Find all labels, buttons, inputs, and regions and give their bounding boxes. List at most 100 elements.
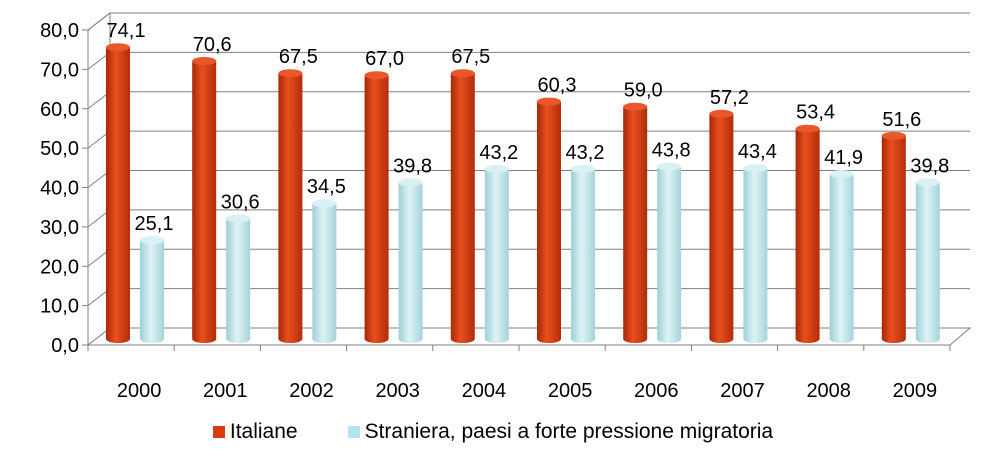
data-label: 60,3 [538, 75, 577, 97]
bar-body [192, 61, 217, 343]
bar-top [364, 71, 389, 80]
x-tick-label: 2000 [117, 380, 162, 402]
bar-top [192, 57, 217, 66]
bar-italiane [364, 71, 389, 343]
bar-top [709, 109, 734, 118]
bar-body [450, 73, 475, 343]
bar-body [795, 128, 820, 343]
bar-straniera [657, 162, 682, 343]
legend-label-straniera: Straniera, paesi a forte pressione migra… [364, 420, 774, 443]
data-label: 67,5 [451, 46, 490, 68]
y-tick-label: 30,0 [40, 217, 79, 239]
data-label: 30,6 [221, 192, 260, 214]
bar-top [571, 164, 595, 173]
bar-body [915, 182, 940, 343]
bar-italiane [795, 124, 820, 343]
x-tick-label: 2008 [806, 380, 851, 402]
bar-top [657, 162, 682, 171]
bar-top [106, 43, 130, 52]
bar-top [915, 178, 940, 187]
bar-straniera [484, 164, 509, 343]
gridline [87, 12, 970, 31]
x-tick-label: 2006 [634, 380, 679, 402]
legend-swatch-italiane [212, 426, 225, 438]
bar-top [881, 131, 906, 140]
bar-italiane [450, 69, 475, 343]
data-label: 74,1 [107, 20, 146, 42]
gridline [87, 91, 970, 110]
bar-body [881, 135, 906, 343]
bar-straniera [829, 170, 854, 343]
x-tick-label: 2007 [720, 380, 765, 402]
x-tick-label: 2005 [548, 380, 593, 402]
bar-straniera [743, 164, 768, 343]
y-tick-label: 60,0 [40, 99, 79, 121]
bar-italiane [278, 69, 303, 343]
bar-body [278, 73, 303, 343]
bar-top [829, 170, 854, 179]
legend-item-straniera: Straniera, paesi a forte pressione migra… [347, 420, 774, 444]
data-label: 25,1 [135, 213, 174, 235]
bar-italiane [192, 57, 217, 343]
legend-swatch-straniera [347, 426, 360, 438]
data-label: 67,0 [365, 48, 404, 70]
bar-body [484, 168, 509, 343]
bar-body [657, 166, 682, 343]
data-label: 41,9 [824, 147, 863, 169]
y-tick-label: 0,0 [51, 335, 79, 357]
data-label: 59,0 [624, 80, 663, 102]
bar-body [743, 168, 768, 343]
data-label: 43,2 [566, 142, 605, 164]
bar-top [795, 124, 820, 133]
bar-italiane [881, 131, 906, 343]
bar-body [829, 174, 854, 343]
data-label: 39,8 [910, 155, 949, 177]
y-tick-label: 50,0 [40, 138, 79, 160]
bar-italiane [106, 43, 130, 343]
y-tick-label: 20,0 [40, 256, 79, 278]
bar-body [226, 218, 251, 343]
bar-top [278, 69, 303, 78]
bar-top [312, 199, 337, 208]
legend-item-italiane: Italiane [212, 420, 298, 444]
data-label: 57,2 [710, 87, 749, 109]
bar-chart: 0,0 10,0 20,0 30,0 40,0 50,0 60,0 70,0 80,0 2000… [40, 11, 972, 402]
data-label: 43,8 [652, 140, 691, 162]
bar-straniera [571, 164, 595, 343]
bar-top [743, 164, 768, 173]
bar-top [226, 214, 251, 223]
bar-top [450, 69, 475, 78]
bar-body [398, 182, 423, 343]
bar-top [484, 164, 509, 173]
y-tick-label: 80,0 [40, 20, 79, 42]
x-tick-label: 2004 [462, 380, 507, 402]
x-tick-label: 2002 [289, 380, 334, 402]
data-label: 53,4 [796, 102, 835, 124]
data-label: 43,2 [479, 142, 518, 164]
bar-body [106, 47, 130, 343]
bar-italiane [709, 109, 734, 344]
x-tick-label: 2009 [893, 380, 938, 402]
data-label: 43,4 [738, 141, 777, 163]
y-tick-label: 70,0 [40, 59, 79, 81]
data-label: 51,6 [882, 109, 921, 131]
legend: Italiane Straniera, paesi a forte pressi… [0, 420, 986, 444]
bar-body [571, 168, 595, 343]
bar-straniera [140, 236, 164, 343]
bar-straniera [226, 214, 251, 343]
data-label: 34,5 [307, 176, 346, 198]
bar-body [623, 106, 648, 343]
x-tick-label: 2003 [375, 380, 420, 402]
bar-straniera [398, 178, 423, 343]
bar-body [140, 240, 164, 343]
bar-body [709, 113, 734, 344]
legend-label-italiane: Italiane [229, 420, 298, 443]
bar-italiane [623, 102, 648, 343]
data-label: 39,8 [393, 155, 432, 177]
bar-body [364, 75, 389, 343]
bar-top [623, 102, 648, 111]
bar-straniera [312, 199, 337, 343]
data-label: 70,6 [193, 34, 232, 56]
bar-body [312, 203, 337, 343]
